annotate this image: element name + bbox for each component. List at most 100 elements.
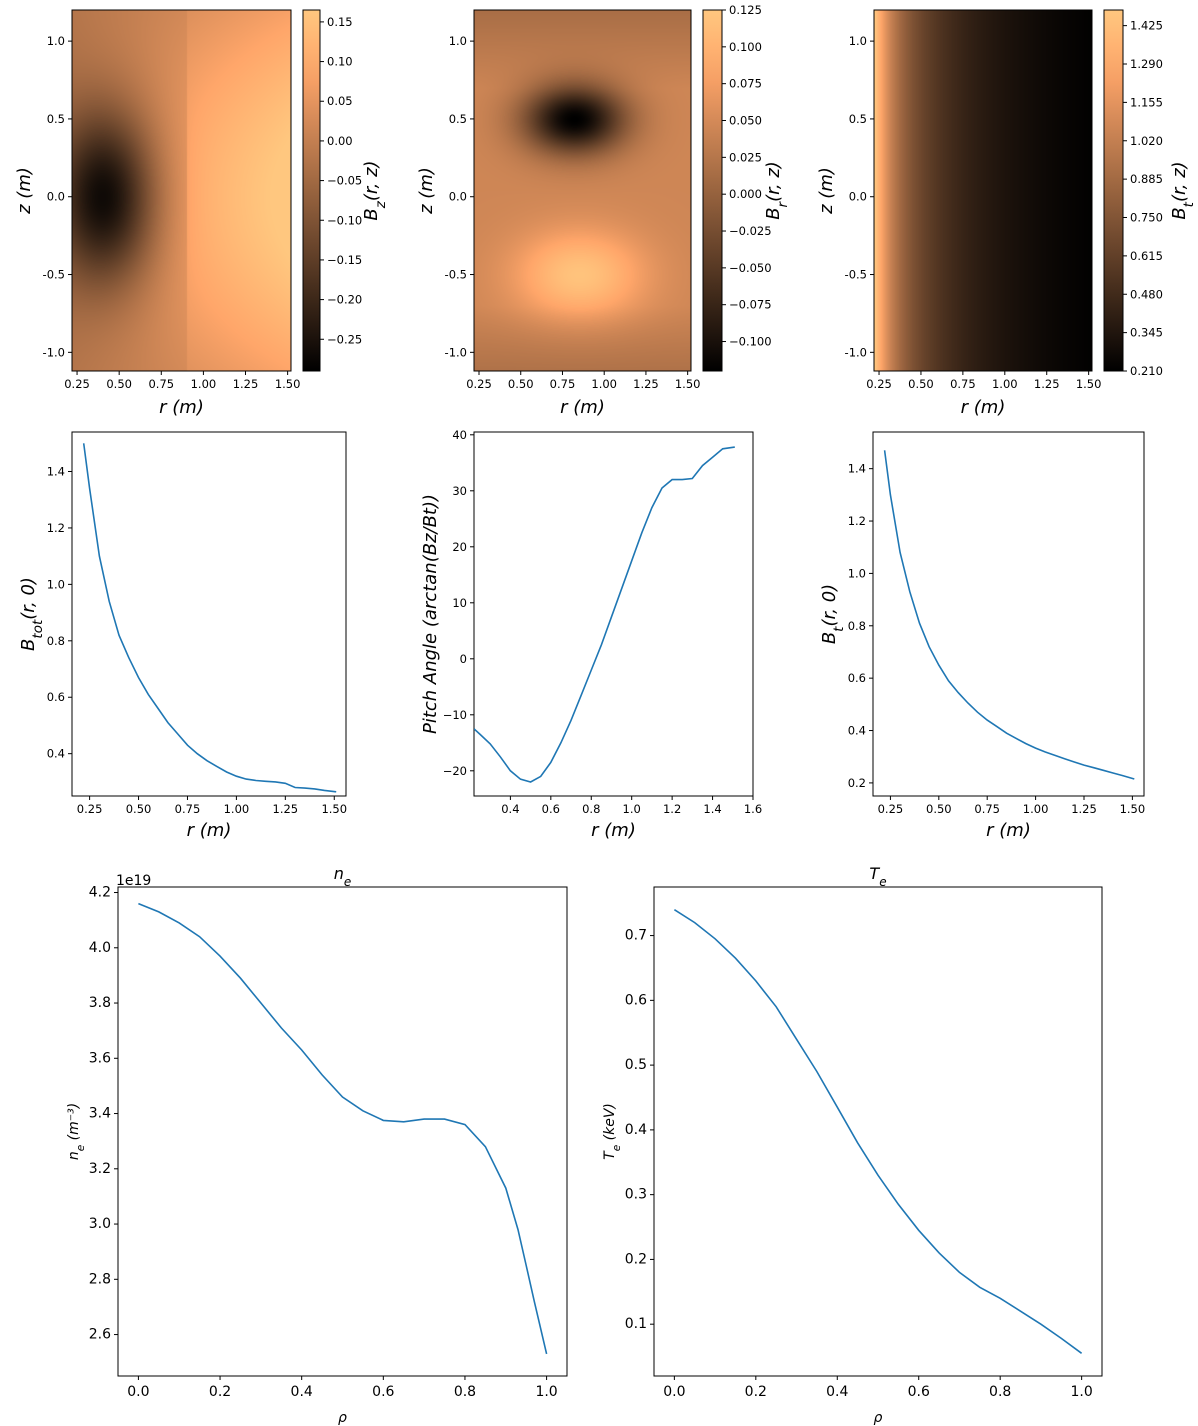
x-tick-label: 1.6 [744, 802, 762, 816]
y-tick-label: 1.0 [849, 34, 867, 48]
y-tick-label: 2.6 [89, 1327, 111, 1343]
plot-frame [653, 886, 1103, 1377]
x-tick-label: 0.8 [989, 1384, 1011, 1400]
colorbar-tick-label: −0.05 [327, 174, 362, 188]
colorbar-tick-label: −0.10 [327, 213, 362, 227]
x-tick-label: 1.25 [1034, 377, 1060, 391]
x-tick-label: 0.0 [663, 1384, 685, 1400]
series-group [138, 902, 548, 1355]
colorbar [702, 9, 723, 372]
plot-frame [71, 9, 292, 372]
x-axis-label: r (m) [560, 397, 605, 418]
series-group [82, 443, 337, 793]
colorbar-tick-label: 0.345 [1130, 326, 1163, 340]
y-axis-label: z (m) [816, 167, 837, 215]
x-tick-label: 1.50 [1120, 802, 1146, 816]
colorbar-tick-label: 0.050 [729, 114, 762, 128]
y-tick-label: 0.7 [625, 928, 647, 944]
x-tick-label: 0.75 [950, 377, 976, 391]
x-tick-label: 1.00 [992, 377, 1018, 391]
y-tick-label: 0.4 [625, 1122, 647, 1138]
y-tick-label: -0.5 [445, 268, 467, 282]
x-tick-label: 1.4 [703, 802, 721, 816]
y-tick-label: 1.4 [47, 465, 65, 479]
colorbar-tick-label: −0.100 [729, 335, 772, 349]
y-tick-label: -1.0 [445, 345, 467, 359]
y-tick-label: 1.2 [47, 521, 65, 535]
x-tick-label: 0.4 [291, 1384, 313, 1400]
chart-title: Te [869, 864, 886, 889]
y-tick-label: 0.4 [47, 747, 65, 761]
colorbar-tick-label: 0.125 [729, 3, 762, 17]
y-tick-label: −20 [443, 764, 467, 778]
colorbar-tick-label: 0.025 [729, 150, 762, 164]
y-tick-label: 0.2 [848, 776, 866, 790]
colorbar-tick-label: 1.020 [1130, 134, 1163, 148]
colorbar-tick-label: 0.075 [729, 77, 762, 91]
x-axis-label: r (m) [591, 820, 636, 841]
heatmap-images [72, 10, 1092, 371]
y-tick-label: -1.0 [845, 345, 867, 359]
y-tick-label: 0.0 [47, 190, 65, 204]
y-tick-label: 1.0 [848, 566, 866, 580]
y-axis-label: ne (m⁻³) [66, 1103, 87, 1160]
y-tick-label: 1.4 [848, 462, 866, 476]
y-tick-label: 0.3 [625, 1187, 647, 1203]
y-tick-label: 0.5 [849, 112, 867, 126]
y-tick-label: 0 [460, 652, 467, 666]
x-tick-label: 0.75 [175, 802, 201, 816]
colorbar-label: Br(r, z) [763, 161, 791, 220]
x-axis-label: r (m) [961, 397, 1006, 418]
x-tick-label: 1.00 [591, 377, 617, 391]
y-tick-label: 1.0 [47, 577, 65, 591]
offset-label: 1e19 [116, 873, 151, 889]
x-tick-label: 0.50 [106, 377, 132, 391]
y-tick-label: 3.4 [89, 1106, 111, 1122]
plot-frame [873, 9, 1093, 372]
colorbar [302, 9, 321, 372]
colorbar-tick-label: 0.210 [1130, 364, 1163, 378]
colorbar-tick-label: 0.15 [327, 15, 353, 29]
y-tick-label: -1.0 [43, 345, 65, 359]
x-tick-label: 0.25 [866, 377, 892, 391]
y-tick-label: 0.0 [449, 190, 467, 204]
series-line [883, 450, 1135, 780]
x-tick-label: 1.25 [1071, 802, 1097, 816]
y-tick-label: 0.2 [625, 1251, 647, 1267]
y-axis-label: Pitch Angle (arctan(Bz/Bt)) [420, 494, 441, 734]
colorbar-label: Bz(r, z) [361, 160, 389, 220]
x-tick-label: 1.0 [535, 1384, 557, 1400]
y-tick-label: 0.4 [848, 724, 866, 738]
colorbar-tick-label: −0.025 [729, 224, 772, 238]
plot-layer: 0.25 0.50 0.75 1.00 1.25 1.50-1.0-0.50.00.51.… [14, 3, 1197, 1426]
x-tick-label: 0.25 [64, 377, 90, 391]
plot-frame [473, 431, 754, 797]
colorbar-tick-label: 0.100 [729, 40, 762, 54]
x-tick-label: 0.75 [550, 377, 576, 391]
heatmap-image [474, 10, 691, 371]
y-tick-label: 0.5 [625, 1057, 647, 1073]
y-tick-label: 1.0 [47, 34, 65, 48]
y-axis-label: Te (keV) [602, 1103, 623, 1160]
y-tick-label: 4.2 [89, 885, 111, 901]
colorbar-tick-label: −0.050 [729, 261, 772, 275]
x-tick-label: 0.6 [908, 1384, 930, 1400]
y-tick-label: 0.6 [848, 671, 866, 685]
y-tick-label: 3.2 [89, 1161, 111, 1177]
y-tick-label: 3.8 [89, 995, 111, 1011]
series-line [138, 902, 548, 1355]
colorbar-tick-label: −0.25 [327, 332, 362, 346]
colorbar-tick-label: 0.885 [1130, 172, 1163, 186]
x-tick-label: 0.8 [582, 802, 600, 816]
colorbar-tick-label: 0.05 [327, 94, 353, 108]
series-group [883, 450, 1135, 780]
x-tick-label: 0.25 [466, 377, 492, 391]
plot-frame [872, 431, 1145, 797]
y-tick-label: -0.5 [43, 268, 65, 282]
x-tick-label: 0.6 [542, 802, 560, 816]
y-tick-label: 1.0 [449, 34, 467, 48]
x-tick-label: 0.2 [745, 1384, 767, 1400]
y-axis-label: Btot(r, 0) [18, 577, 46, 651]
y-tick-label: −10 [443, 708, 467, 722]
